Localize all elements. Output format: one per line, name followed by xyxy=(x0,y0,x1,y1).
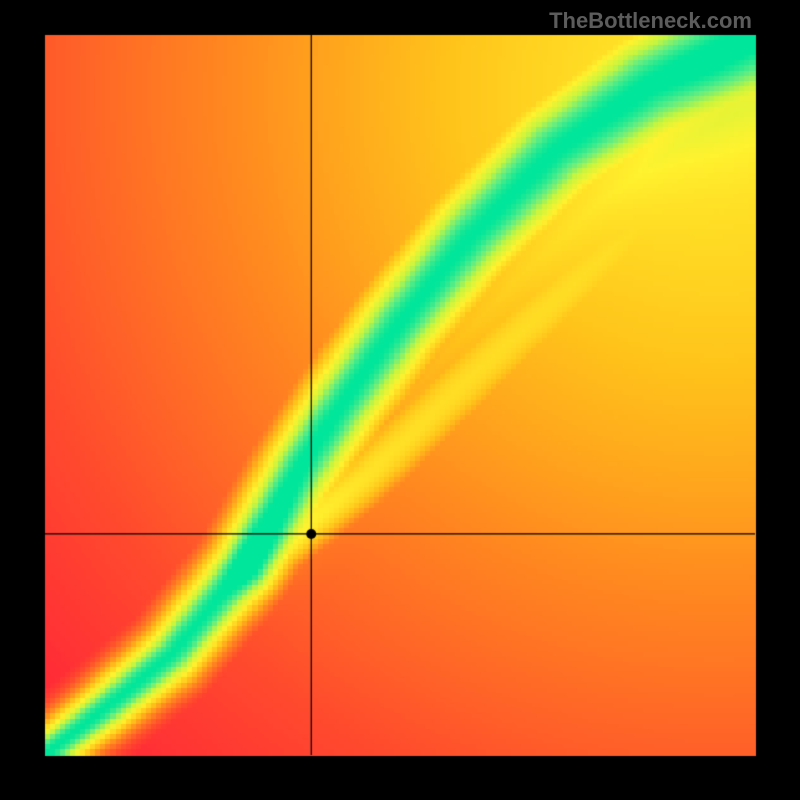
chart-container: TheBottleneck.com xyxy=(0,0,800,800)
watermark-label: TheBottleneck.com xyxy=(549,8,752,34)
bottleneck-heatmap xyxy=(0,0,800,800)
